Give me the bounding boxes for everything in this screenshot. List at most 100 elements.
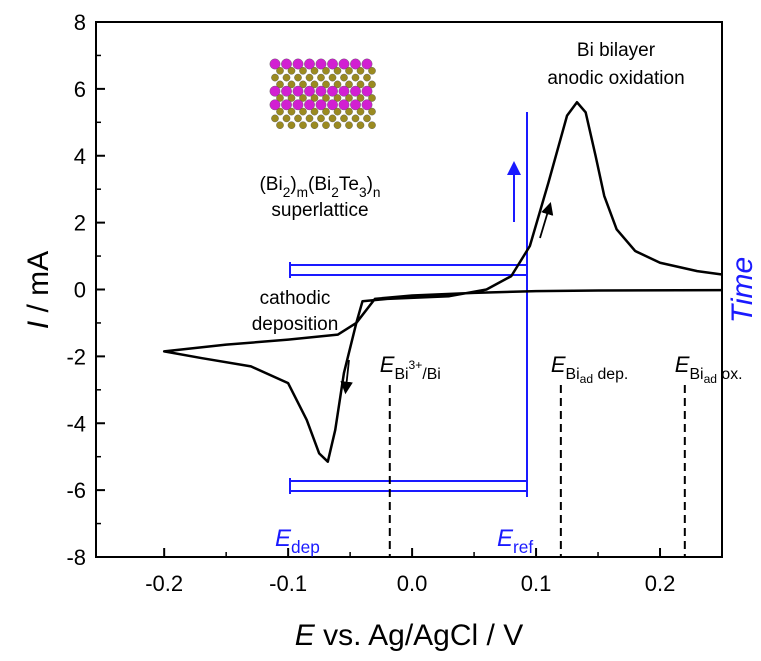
annotation: cathodic [260,288,331,309]
atom [281,99,292,111]
atom [304,99,315,111]
atom [333,67,342,75]
y-tick-label: -4 [66,411,86,436]
y-axis-title-part: I [22,321,55,329]
atom [350,58,361,70]
atom [340,114,348,123]
x-axis-title-part: E [295,619,316,652]
atom [310,80,319,89]
atom [294,114,302,123]
x-tick-label: -0.2 [145,571,183,596]
atom [315,85,327,97]
x-tick-label: -0.1 [269,571,307,596]
atom [333,121,342,129]
atom [287,67,296,75]
atom [292,58,304,70]
atom [356,67,365,75]
atom [269,99,281,111]
atom [361,58,373,70]
atom [363,114,371,123]
potential-label: EBiad ox. [675,352,743,386]
time-waveform [289,112,528,497]
atom [269,85,281,97]
atom [356,94,365,102]
potential-label-part: E [551,352,566,377]
atom [276,80,284,89]
e-dep-label: Edep [275,525,320,557]
x-axis-title: E vs. Ag/AgCl / V [295,619,523,652]
superlattice-formula-part: ) [367,174,373,195]
potential-label-part: E [380,352,395,377]
atom [350,85,361,97]
atom [305,73,314,82]
potential-label-part: Bi [394,366,408,383]
superlattice-formula-part: 2 [283,185,291,200]
atom [299,94,307,102]
atom [368,121,376,129]
atom [356,107,365,116]
atom [287,80,296,89]
e-ref-label-part: ref [513,537,533,557]
potential-label-part: Bi [689,366,703,383]
e-ref-label: Eref [497,525,533,557]
atom [269,58,281,70]
atom [356,121,365,129]
atom [363,73,371,82]
potential-label-part: Bi [566,366,580,383]
e-ref-label-part: E [497,525,514,552]
y-tick-label: 8 [74,10,86,35]
superlattice-icon [269,58,376,129]
atom [338,85,350,97]
annotation: anodic oxidation [547,68,684,89]
atom [294,73,302,82]
annotation: deposition [252,314,339,335]
atom [368,94,376,102]
atom [327,85,338,97]
e-dep-label-part: dep [291,537,320,557]
atom [350,99,361,111]
y-axis-title: I / mA [22,251,55,329]
atom [282,73,291,82]
atom [345,67,353,75]
potential-label-part: E [675,352,690,377]
atom [281,58,292,70]
atom [282,114,291,123]
atom [315,99,327,111]
annotation: superlattice [271,200,368,221]
atom [276,94,284,102]
potential-label-part: /Bi [422,366,440,383]
atom [310,121,319,129]
atom [338,58,350,70]
atom [322,67,330,75]
atom [345,94,353,102]
atom [322,94,330,102]
atom [276,67,284,75]
potential-label-part: 3+ [409,358,423,372]
atom [317,73,325,82]
y-tick-label: 4 [74,144,86,169]
x-axis-title-part: vs. Ag/AgCl / V [315,619,523,652]
atom [299,67,307,75]
atom [351,114,360,123]
y-tick-label: -2 [66,344,86,369]
atom [276,121,284,129]
atom [351,73,360,82]
atom [317,114,325,123]
atom [340,73,348,82]
atom [315,58,327,70]
atom [322,80,330,89]
atom [287,107,296,116]
atom [368,67,376,75]
atom [333,94,342,102]
superlattice-formula-part: (Bi [259,174,282,195]
atom [287,121,296,129]
y-tick-label: 0 [74,278,86,303]
y-tick-label: 2 [74,211,86,236]
atom [304,58,315,70]
atom [292,99,304,111]
atom [356,80,365,89]
potential-label-part: dep. [593,366,628,383]
e-dep-label-part: E [275,525,292,552]
atom [292,85,304,97]
potential-label-part: ad [704,372,717,386]
